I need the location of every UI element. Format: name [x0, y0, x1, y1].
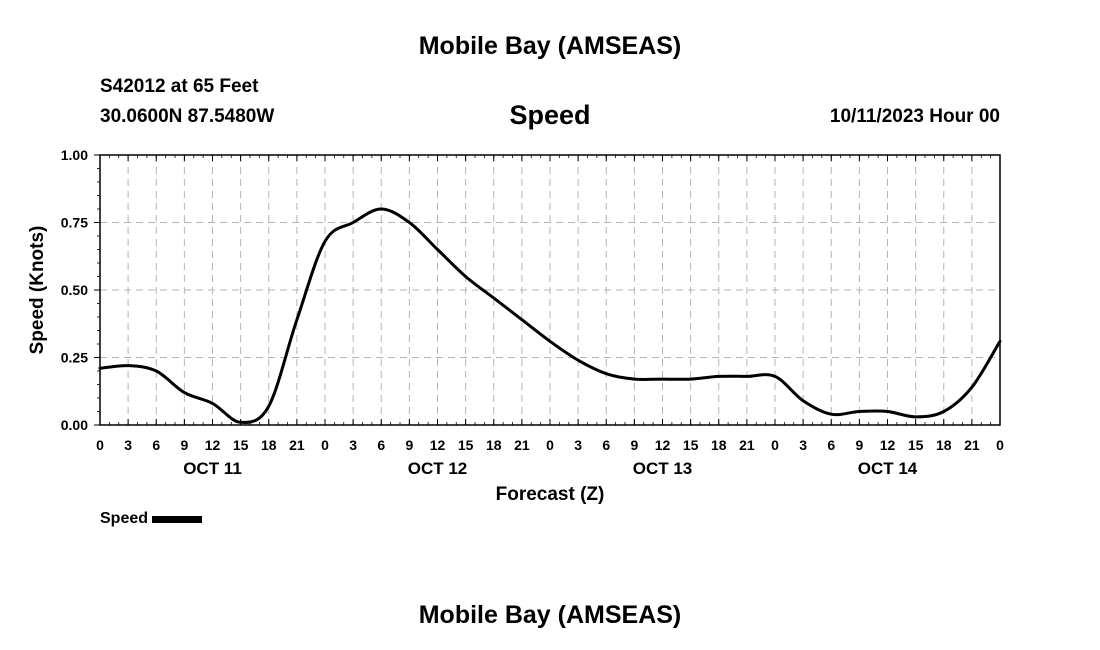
x-tick-label: 6 — [377, 437, 385, 453]
date-label: OCT 14 — [858, 459, 918, 478]
date-label: OCT 11 — [183, 459, 242, 478]
x-tick-label: 21 — [514, 437, 530, 453]
variable-title: Speed — [509, 100, 591, 130]
x-tick-label: 18 — [711, 437, 727, 453]
x-tick-label: 12 — [655, 437, 671, 453]
x-tick-label: 0 — [996, 437, 1004, 453]
date-label: OCT 12 — [408, 459, 468, 478]
x-tick-label: 18 — [261, 437, 277, 453]
x-tick-label: 12 — [880, 437, 896, 453]
x-tick-label: 9 — [855, 437, 863, 453]
x-tick-labels: 0 3 6 9 12 15 18 21 0 3 6 9 12 15 18 21 0 3 6 9 12 15 18 21 0 3 6 9… — [96, 437, 1004, 453]
x-tick-label: 21 — [964, 437, 980, 453]
date-label: OCT 13 — [633, 459, 693, 478]
y-tick-label: 1.00 — [61, 147, 88, 163]
x-tick-label: 3 — [574, 437, 582, 453]
legend-swatch — [152, 515, 203, 523]
station-label: S42012 at 65 Feet — [100, 76, 259, 97]
y-tick-label: 0.50 — [61, 282, 88, 298]
y-axis-title: Speed (Knots) — [27, 226, 48, 355]
x-tick-label: 12 — [205, 437, 221, 453]
x-tick-label: 6 — [602, 437, 610, 453]
y-tick-label: 0.75 — [61, 215, 88, 231]
x-tick-label: 0 — [96, 437, 104, 453]
x-tick-label: 21 — [739, 437, 755, 453]
x-tick-label: 3 — [799, 437, 807, 453]
x-tick-label: 0 — [321, 437, 329, 453]
x-tick-label: 3 — [349, 437, 357, 453]
coordinates-label: 30.0600N 87.5480W — [100, 106, 275, 127]
x-tick-label: 3 — [124, 437, 132, 453]
x-tick-label: 6 — [152, 437, 160, 453]
x-tick-label: 15 — [458, 437, 474, 453]
axis-ticks — [94, 154, 1001, 426]
x-axis-title: Forecast (Z) — [496, 484, 605, 505]
x-tick-label: 18 — [486, 437, 502, 453]
x-tick-label: 0 — [546, 437, 554, 453]
x-tick-label: 15 — [233, 437, 249, 453]
x-tick-label: 9 — [405, 437, 413, 453]
x-tick-label: 0 — [771, 437, 779, 453]
x-tick-label: 9 — [630, 437, 638, 453]
forecast-datetime: 10/11/2023 Hour 00 — [829, 106, 1000, 127]
repeat-title: Mobile Bay (AMSEAS) — [418, 601, 682, 629]
x-tick-label: 18 — [936, 437, 952, 453]
series-line-speed — [98, 207, 1002, 424]
grid — [100, 155, 1000, 425]
x-tick-label: 21 — [289, 437, 305, 453]
y-tick-label: 0.25 — [61, 350, 88, 366]
date-labels: OCT 11 OCT 12 OCT 13 OCT 14 — [183, 459, 918, 478]
x-tick-label: 9 — [180, 437, 188, 453]
x-tick-label: 15 — [683, 437, 699, 453]
x-tick-label: 6 — [827, 437, 835, 453]
x-tick-label: 12 — [430, 437, 446, 453]
legend-label: Speed — [100, 510, 149, 527]
y-tick-labels: 0.00 0.25 0.50 0.75 1.00 — [61, 147, 88, 433]
y-tick-label: 0.00 — [61, 417, 88, 433]
legend: Speed — [100, 510, 203, 528]
chart-main-title: Mobile Bay (AMSEAS) — [418, 32, 682, 60]
x-tick-label: 15 — [908, 437, 924, 453]
